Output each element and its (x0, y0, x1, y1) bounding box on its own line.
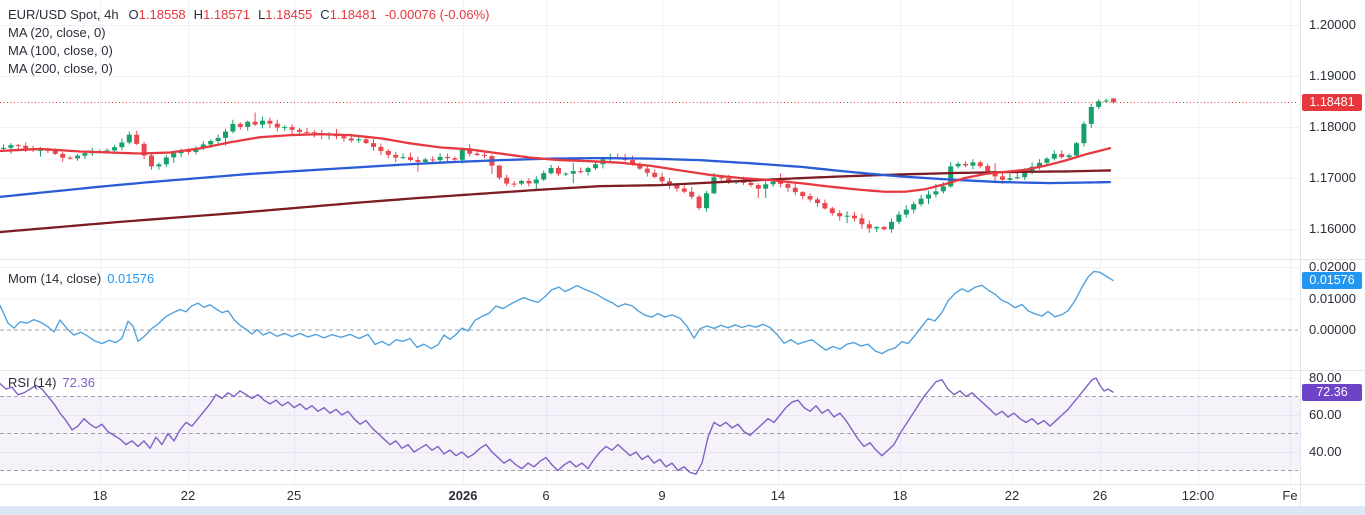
price-axis-label: 1.18000 (1309, 119, 1356, 134)
time-axis-label: 6 (542, 488, 550, 503)
current-price-badge: 1.18481 (1302, 93, 1362, 111)
time-axis-label: 25 (286, 488, 302, 503)
rsi-series (0, 377, 1114, 475)
rsi-legend-row[interactable]: RSI (14) 72.36 (8, 375, 95, 390)
rsi-band (0, 396, 1300, 471)
change-value: -0.00076 (-0.06%) (384, 6, 490, 22)
price-axis[interactable]: 1.20000 1.19000 1.18000 1.17000 1.16000 0.020… (1300, 0, 1365, 506)
time-axis-label: 26 (1092, 488, 1108, 503)
time-axis[interactable]: 18 22 25 2026 6 9 14 18 22 26 12:00 Fe (0, 485, 1365, 505)
time-axis-label: 9 (658, 488, 666, 503)
symbol-row[interactable]: EUR/USD Spot, 4h O 1.18558 H 1.18571 L 1.18… (8, 5, 489, 23)
price-axis-label: 1.17000 (1309, 170, 1356, 185)
low-value: L 1.18455 (258, 6, 313, 22)
rsi-axis-label: 40.00 (1309, 444, 1342, 459)
momentum-legend-row[interactable]: Mom (14, close) 0.01576 (8, 271, 154, 286)
rsi-value-badge: 72.36 (1302, 383, 1362, 401)
gridlines (0, 0, 1300, 484)
time-axis-label: 18 (892, 488, 908, 503)
high-value: H 1.18571 (193, 6, 251, 22)
bottom-strip (0, 506, 1365, 515)
moving-averages (0, 132, 1112, 234)
rsi-label: RSI (14) (8, 375, 57, 390)
momentum-value: 0.01576 (107, 271, 155, 286)
momentum-value-badge: 0.01576 (1302, 271, 1362, 289)
dashed-levels (0, 329, 1298, 471)
ma20-legend-row[interactable]: MA (20, close, 0) (8, 24, 106, 40)
momentum-axis-label: 0.00000 (1309, 322, 1356, 337)
momentum-axis-label: 0.01000 (1309, 290, 1356, 306)
time-axis-label: 2026 (448, 488, 478, 503)
time-axis-label: Fe (1282, 488, 1298, 503)
momentum-axis-label: 0.02000 (1309, 259, 1356, 274)
time-axis-label: 18 (92, 488, 108, 503)
time-axis-label: 22 (1004, 488, 1020, 503)
time-axis-label: 12:00 (1181, 488, 1215, 503)
price-axis-label: 1.16000 (1309, 221, 1356, 236)
ma100-legend-row[interactable]: MA (100, close, 0) (8, 42, 113, 58)
momentum-label: Mom (14, close) (8, 271, 102, 286)
rsi-axis-label: 60.00 (1309, 407, 1342, 422)
price-axis-label: 1.20000 (1309, 17, 1356, 32)
symbol-title: EUR/USD Spot, 4h (8, 6, 119, 22)
time-axis-label: 14 (770, 488, 786, 503)
rsi-value: 72.36 (62, 375, 95, 390)
time-axis-label: 22 (180, 488, 196, 503)
open-value: O 1.18558 (128, 6, 186, 22)
momentum-series (0, 270, 1114, 355)
candlestick-series (1, 97, 1116, 233)
rsi-axis-label: 80.00 (1309, 370, 1342, 385)
ma200-legend-row[interactable]: MA (200, close, 0) (8, 60, 113, 76)
price-axis-label: 1.19000 (1309, 68, 1356, 83)
close-value: C 1.18481 (320, 6, 377, 22)
legend: EUR/USD Spot, 4h O 1.18558 H 1.18571 L 1.18… (8, 5, 489, 77)
